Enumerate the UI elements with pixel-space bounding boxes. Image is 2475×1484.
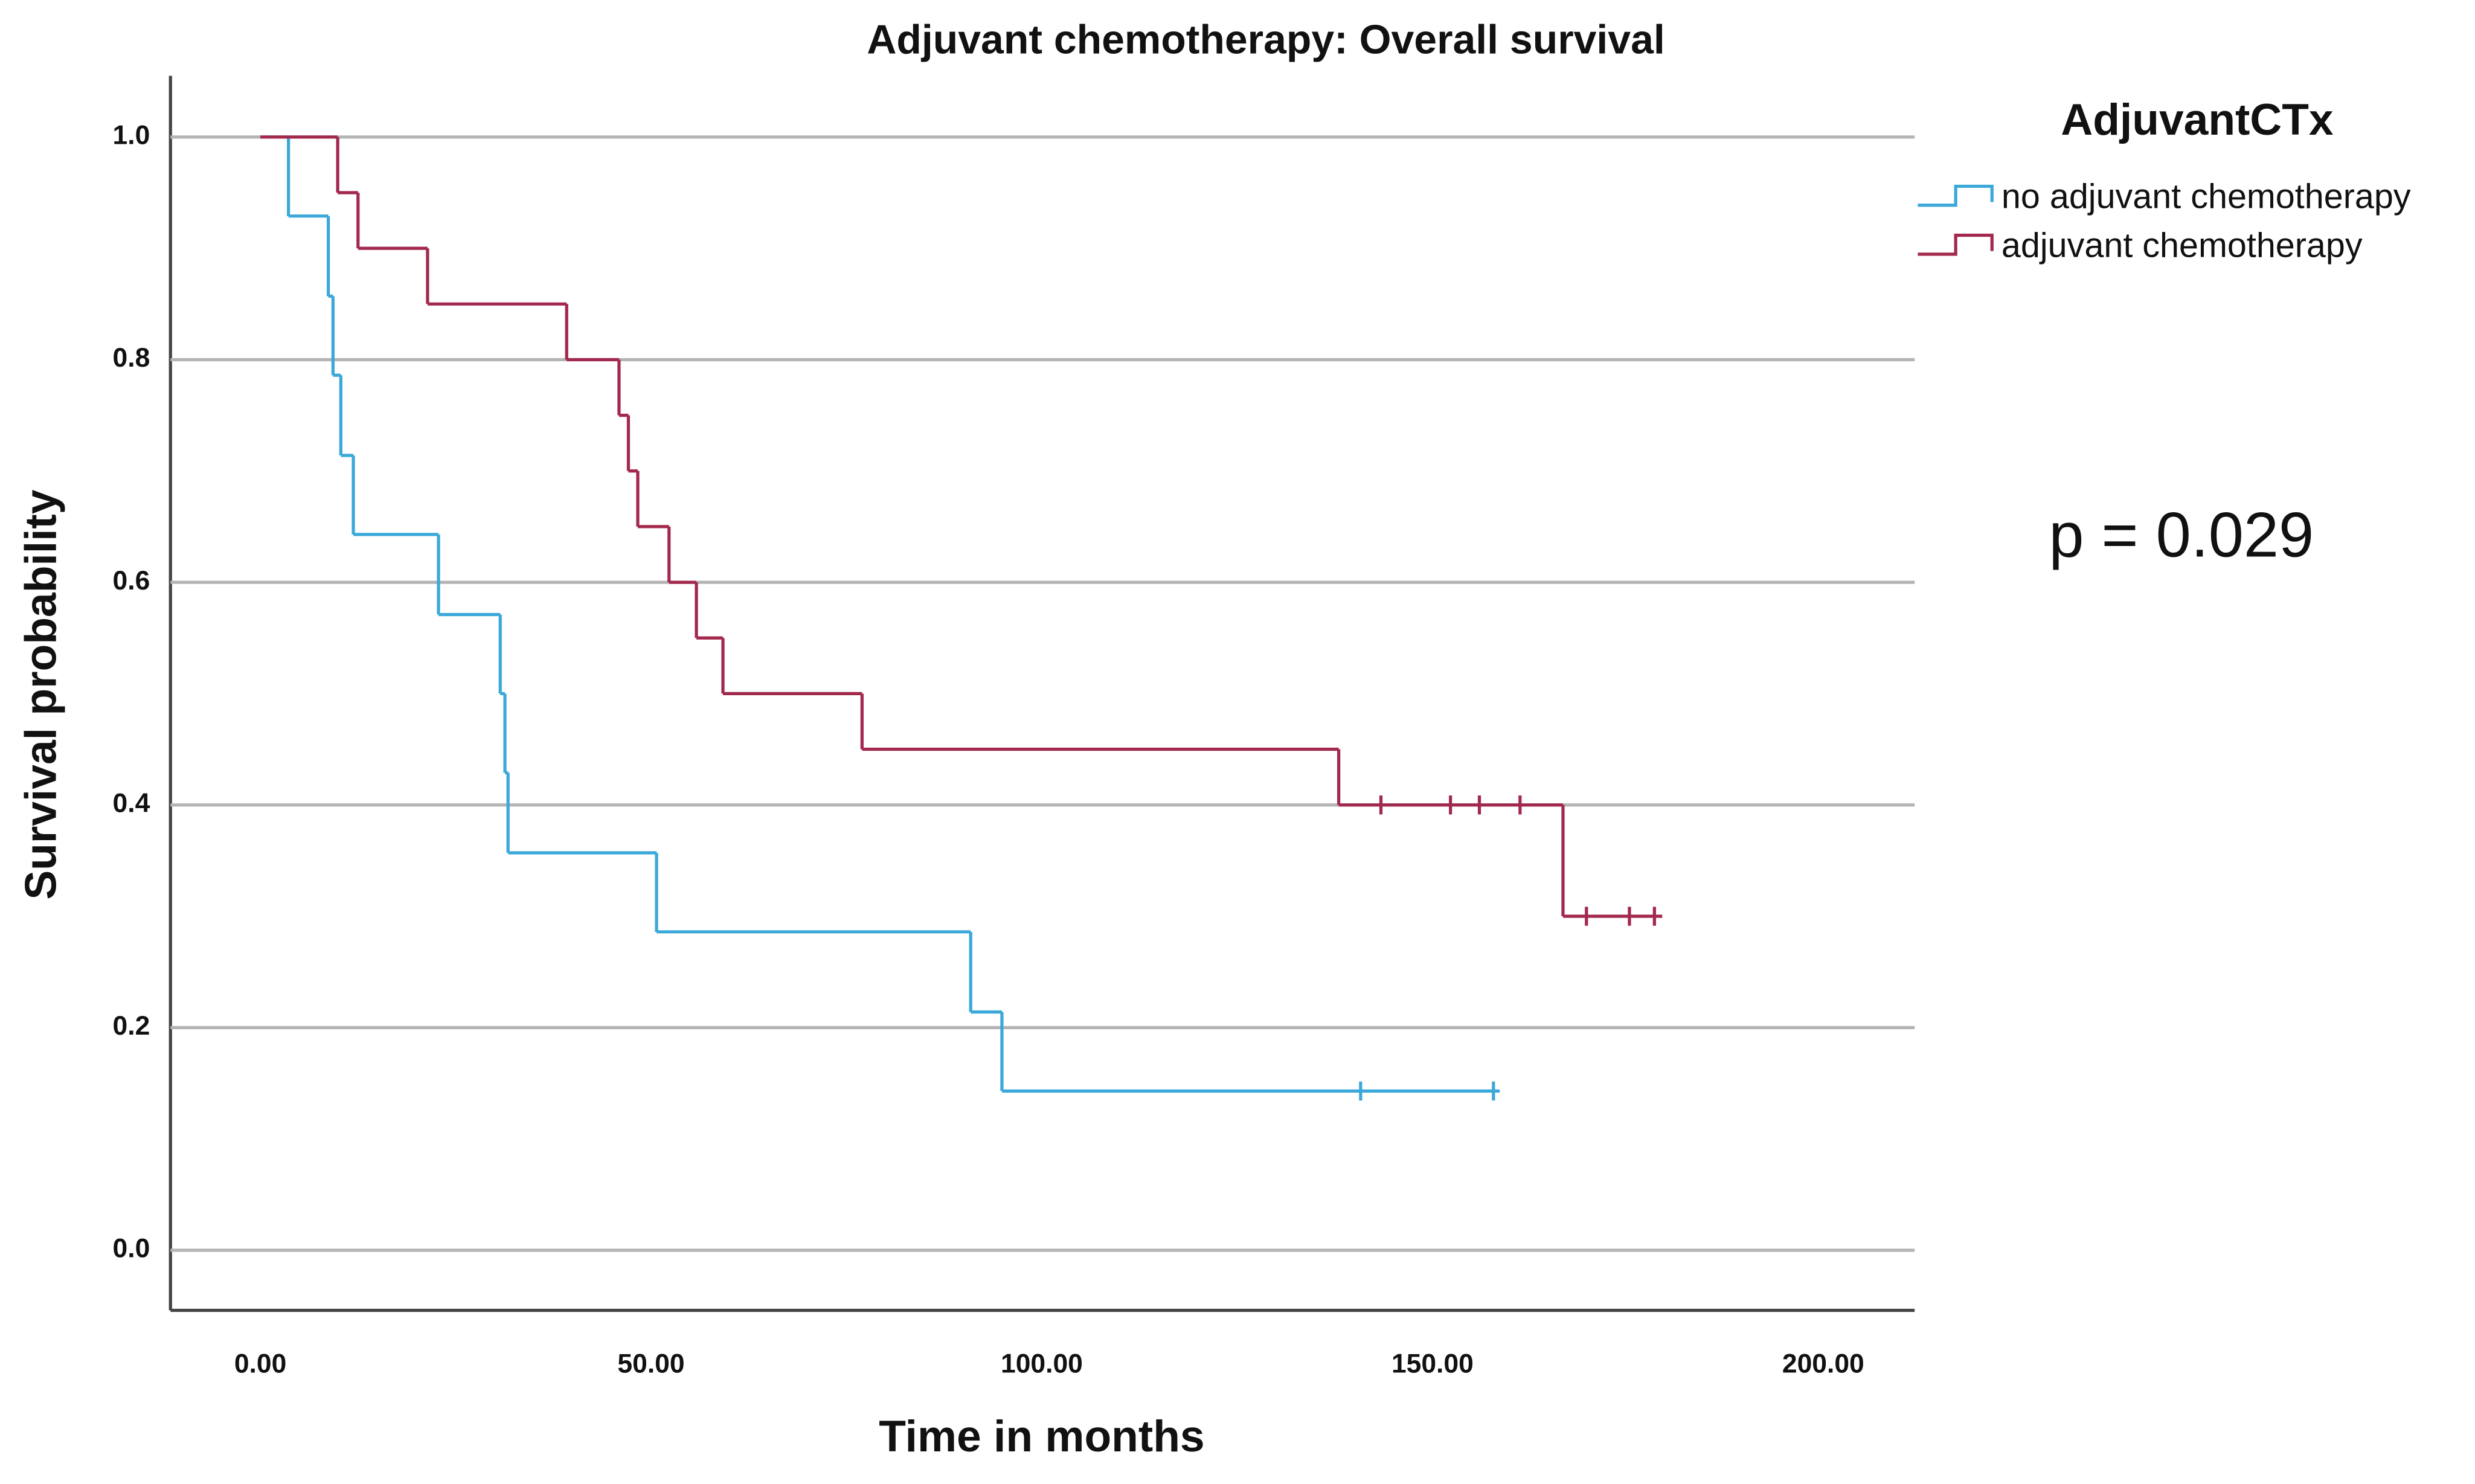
legend-label: no adjuvant chemotherapy bbox=[2002, 178, 2411, 216]
x-axis-label: Time in months bbox=[879, 1412, 1204, 1461]
p-value-annotation: p = 0.029 bbox=[2049, 500, 2314, 571]
y-tick-label: 0.2 bbox=[113, 1011, 150, 1041]
x-tick-label: 150.00 bbox=[1392, 1349, 1474, 1379]
x-tick-label: 200.00 bbox=[1782, 1349, 1864, 1379]
chart-title: Adjuvant chemotherapy: Overall survival bbox=[867, 17, 1664, 63]
y-axis-label: Survival probability bbox=[16, 489, 66, 899]
x-tick-label: 50.00 bbox=[617, 1349, 684, 1379]
legend-label: adjuvant chemotherapy bbox=[2002, 226, 2363, 265]
y-tick-label: 0.8 bbox=[113, 343, 150, 373]
y-tick-label: 1.0 bbox=[113, 121, 150, 150]
y-tick-label: 0.6 bbox=[113, 566, 150, 596]
legend-swatch bbox=[1918, 233, 1994, 256]
x-tick-label: 0.00 bbox=[234, 1349, 286, 1379]
legend-title: AdjuvantCTx bbox=[2061, 95, 2334, 144]
legend-swatch bbox=[1918, 184, 1994, 207]
x-tick-label: 100.00 bbox=[1001, 1349, 1083, 1379]
y-tick-label: 0.0 bbox=[113, 1234, 150, 1264]
y-tick-label: 0.4 bbox=[113, 788, 150, 818]
